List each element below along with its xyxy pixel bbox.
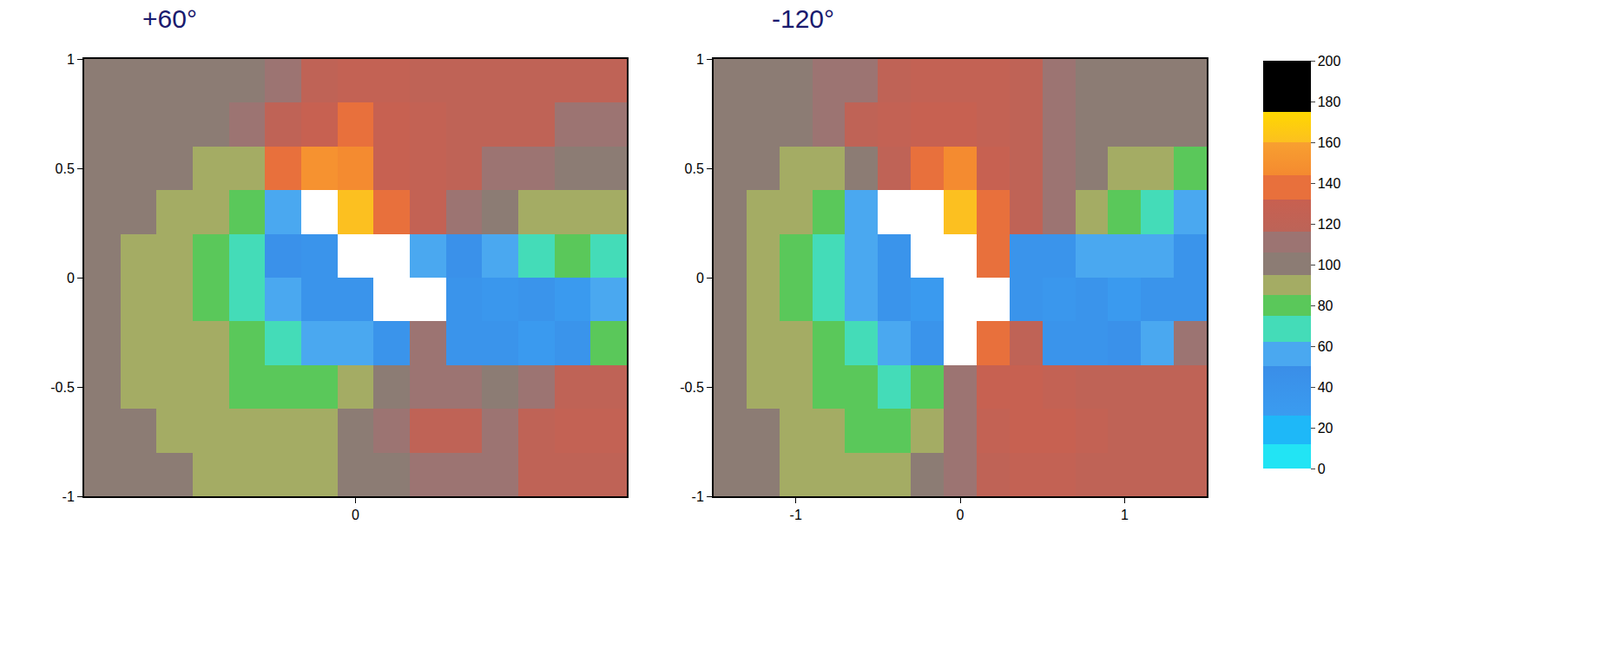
svg-text:0: 0 xyxy=(956,507,965,523)
svg-text:200: 200 xyxy=(1317,53,1342,69)
svg-text:+60°: +60° xyxy=(142,4,198,33)
svg-text:0: 0 xyxy=(66,270,75,286)
svg-text:-0.5: -0.5 xyxy=(50,380,75,396)
svg-text:1: 1 xyxy=(696,52,705,67)
svg-text:40: 40 xyxy=(1317,380,1334,396)
svg-text:100: 100 xyxy=(1317,257,1342,273)
svg-text:180: 180 xyxy=(1317,94,1342,110)
svg-text:-1: -1 xyxy=(790,507,803,523)
svg-text:0.5: 0.5 xyxy=(55,161,75,177)
svg-text:1: 1 xyxy=(66,52,75,67)
svg-text:60: 60 xyxy=(1317,339,1334,355)
svg-text:20: 20 xyxy=(1317,421,1334,436)
svg-text:80: 80 xyxy=(1317,298,1334,314)
svg-text:140: 140 xyxy=(1317,176,1342,191)
svg-text:0: 0 xyxy=(351,507,360,523)
svg-text:-1: -1 xyxy=(691,489,705,505)
svg-text:1: 1 xyxy=(1120,507,1129,523)
svg-text:0: 0 xyxy=(696,270,705,286)
svg-text:0: 0 xyxy=(1317,461,1326,477)
svg-text:120: 120 xyxy=(1317,217,1342,232)
svg-text:-120°: -120° xyxy=(771,4,835,33)
svg-text:-1: -1 xyxy=(62,489,75,505)
svg-text:0.5: 0.5 xyxy=(684,161,705,177)
svg-text:160: 160 xyxy=(1317,135,1342,151)
svg-text:-0.5: -0.5 xyxy=(679,380,705,396)
